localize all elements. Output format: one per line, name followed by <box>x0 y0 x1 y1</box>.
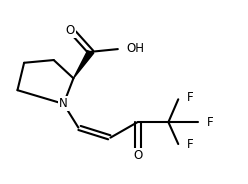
Text: F: F <box>207 116 214 129</box>
Text: O: O <box>66 24 75 37</box>
Text: O: O <box>133 148 142 162</box>
Polygon shape <box>73 51 94 78</box>
Text: N: N <box>59 97 68 110</box>
Text: OH: OH <box>126 42 145 55</box>
Text: F: F <box>187 138 193 151</box>
Text: F: F <box>187 91 193 104</box>
